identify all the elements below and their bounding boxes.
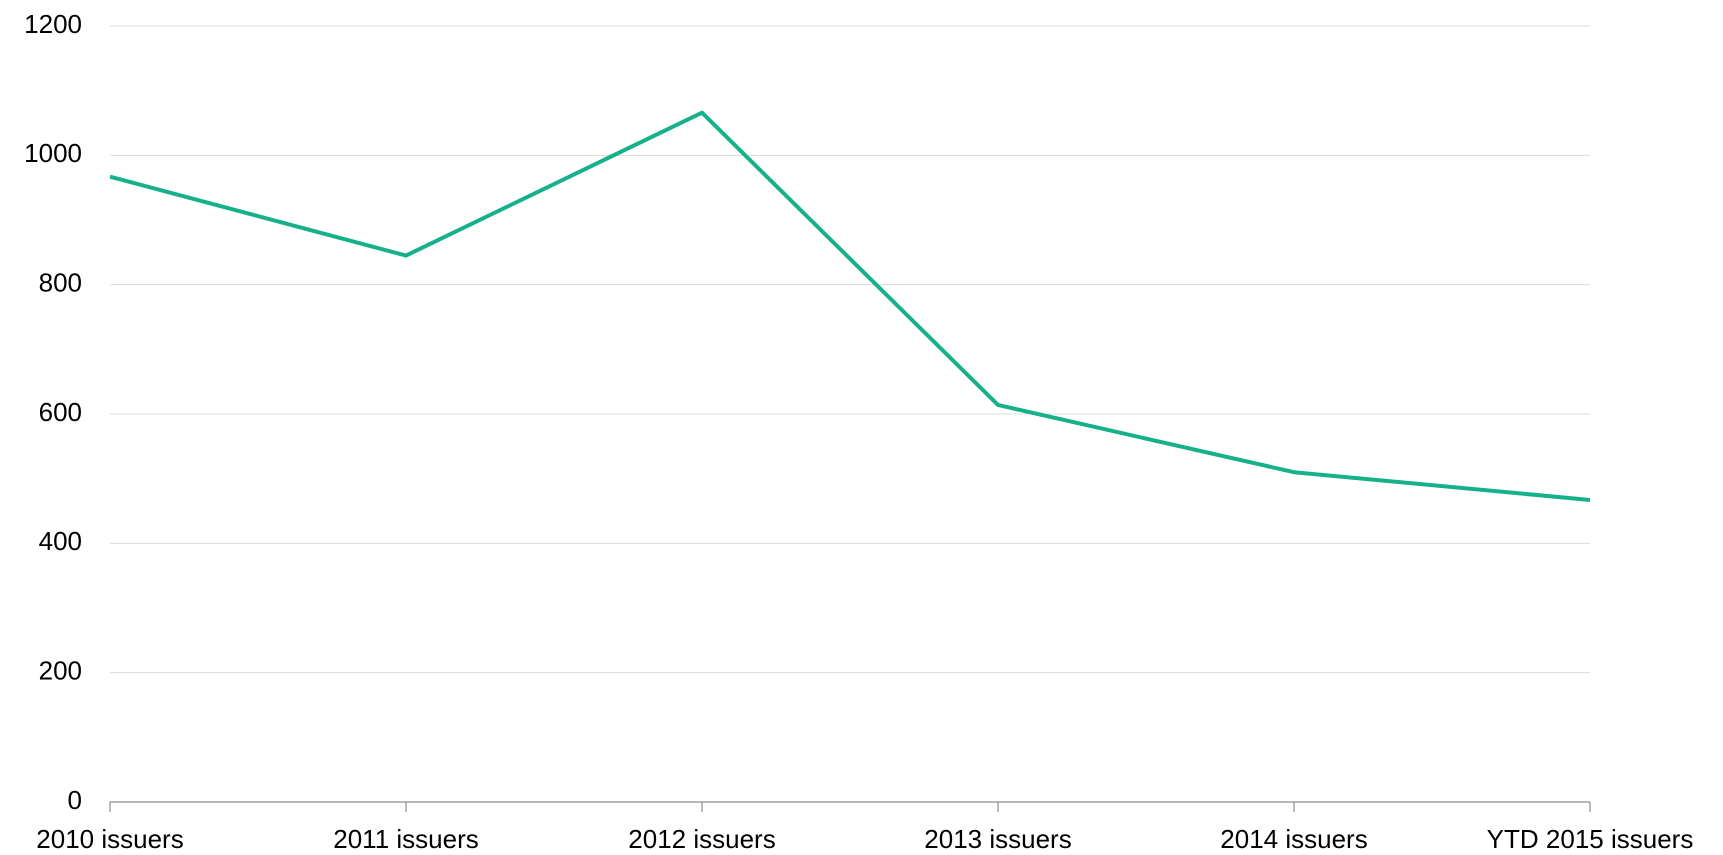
y-tick-label: 1000 bbox=[24, 138, 82, 168]
y-tick-label: 1200 bbox=[24, 9, 82, 39]
y-tick-label: 800 bbox=[39, 268, 82, 298]
x-tick-label: 2014 issuers bbox=[1220, 824, 1367, 854]
y-tick-label: 600 bbox=[39, 397, 82, 427]
line bbox=[109, 110, 1591, 502]
y-tick-label: 0 bbox=[68, 785, 82, 815]
y-tick-label: 200 bbox=[39, 656, 82, 686]
x-tick-label: 2011 issuers bbox=[333, 824, 479, 854]
x-tick-label: 2010 issuers bbox=[36, 824, 183, 854]
x-tick-label: YTD 2015 issuers bbox=[1487, 824, 1694, 854]
x-tick-label: 2013 issuers bbox=[924, 824, 1071, 854]
x-tick-label: 2012 issuers bbox=[628, 824, 775, 854]
y-tick-label: 400 bbox=[39, 526, 82, 556]
